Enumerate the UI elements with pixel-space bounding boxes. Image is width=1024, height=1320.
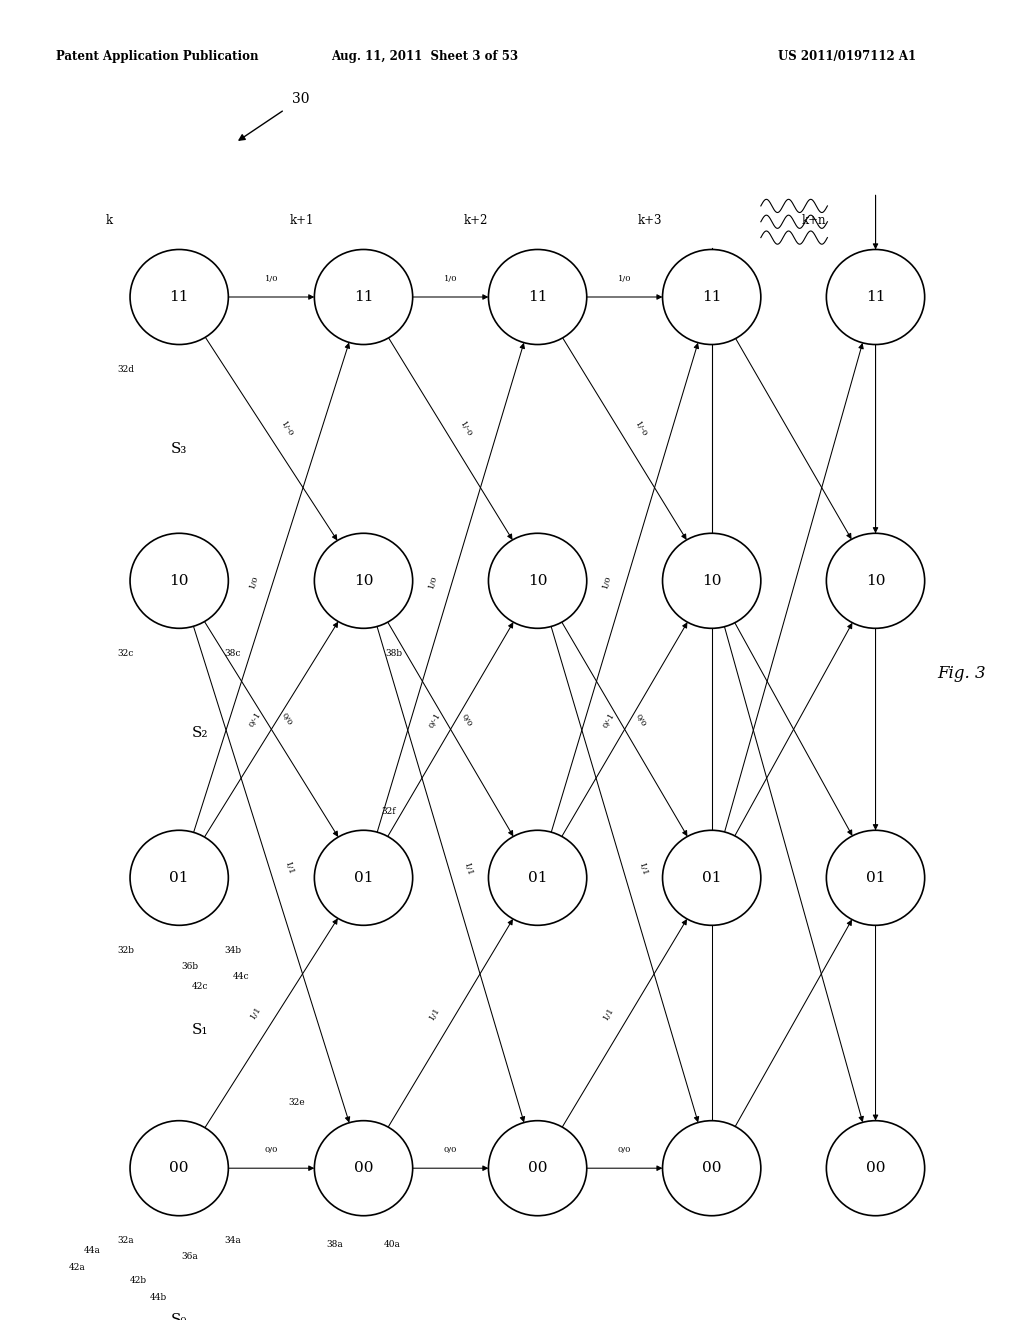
Text: 01: 01: [701, 871, 722, 884]
Text: k: k: [105, 214, 113, 227]
Text: 10: 10: [865, 574, 886, 587]
Text: 00: 00: [865, 1162, 886, 1175]
Text: S₂: S₂: [191, 726, 208, 739]
Text: 00: 00: [701, 1162, 722, 1175]
Text: 1/-0: 1/-0: [633, 420, 648, 438]
Text: 38a: 38a: [327, 1241, 343, 1249]
Text: 32a: 32a: [118, 1237, 134, 1245]
Ellipse shape: [314, 1121, 413, 1216]
Ellipse shape: [663, 249, 761, 345]
Text: 1/1: 1/1: [637, 862, 648, 876]
Text: 32d: 32d: [118, 366, 134, 374]
Text: 0/0: 0/0: [443, 1146, 458, 1154]
Text: Fig. 3: Fig. 3: [937, 665, 985, 681]
Text: 1/0: 1/0: [264, 275, 279, 282]
Text: 0/0: 0/0: [634, 713, 647, 727]
Text: 11: 11: [169, 290, 189, 304]
Text: S₁: S₁: [191, 1023, 208, 1036]
Text: 42c: 42c: [191, 982, 208, 990]
Text: k+n: k+n: [802, 214, 826, 227]
Ellipse shape: [488, 1121, 587, 1216]
Text: 11: 11: [353, 290, 374, 304]
Ellipse shape: [488, 249, 587, 345]
Ellipse shape: [663, 533, 761, 628]
Text: 1/0: 1/0: [617, 275, 632, 282]
Text: 1/0: 1/0: [248, 574, 260, 590]
Text: 0/0: 0/0: [264, 1146, 279, 1154]
Ellipse shape: [314, 533, 413, 628]
Text: 1/1: 1/1: [283, 861, 295, 876]
Text: 00: 00: [169, 1162, 189, 1175]
Text: k+1: k+1: [290, 214, 314, 227]
Ellipse shape: [488, 533, 587, 628]
Text: 0/-1: 0/-1: [601, 711, 616, 729]
Ellipse shape: [314, 830, 413, 925]
Ellipse shape: [663, 1121, 761, 1216]
Text: 38b: 38b: [386, 649, 402, 657]
Text: 32e: 32e: [289, 1098, 305, 1106]
Text: 01: 01: [169, 871, 189, 884]
Ellipse shape: [826, 249, 925, 345]
Ellipse shape: [826, 533, 925, 628]
Text: 36a: 36a: [181, 1253, 198, 1261]
Text: 32f: 32f: [382, 808, 396, 816]
Text: 01: 01: [353, 871, 374, 884]
Text: 0/0: 0/0: [281, 711, 294, 727]
Text: 00: 00: [353, 1162, 374, 1175]
Ellipse shape: [826, 1121, 925, 1216]
Ellipse shape: [488, 830, 587, 925]
Text: 10: 10: [353, 574, 374, 587]
Text: 0/0: 0/0: [617, 1146, 632, 1154]
Text: 0/0: 0/0: [460, 713, 473, 727]
Text: S₀: S₀: [171, 1313, 187, 1320]
Text: 44c: 44c: [232, 973, 249, 981]
Text: 44b: 44b: [151, 1294, 167, 1302]
Text: 10: 10: [701, 574, 722, 587]
Text: 40a: 40a: [384, 1241, 400, 1249]
Ellipse shape: [314, 249, 413, 345]
Ellipse shape: [826, 830, 925, 925]
Text: 01: 01: [865, 871, 886, 884]
Text: 11: 11: [865, 290, 886, 304]
Text: 01: 01: [527, 871, 548, 884]
Text: US 2011/0197112 A1: US 2011/0197112 A1: [778, 50, 916, 63]
Text: 11: 11: [701, 290, 722, 304]
Text: 1/-0: 1/-0: [279, 420, 295, 438]
Text: 42a: 42a: [69, 1263, 85, 1271]
Text: 1/0: 1/0: [427, 574, 438, 590]
Ellipse shape: [130, 533, 228, 628]
Ellipse shape: [130, 830, 228, 925]
Text: 0/-1: 0/-1: [427, 711, 442, 729]
Text: Aug. 11, 2011  Sheet 3 of 53: Aug. 11, 2011 Sheet 3 of 53: [332, 50, 518, 63]
Text: 1/1: 1/1: [463, 862, 474, 876]
Text: 1/-0: 1/-0: [459, 420, 474, 438]
Text: 44a: 44a: [84, 1246, 100, 1254]
Text: 1/0: 1/0: [601, 574, 612, 590]
Text: 1/1: 1/1: [428, 1006, 441, 1022]
Text: 34b: 34b: [224, 946, 241, 954]
Text: 34a: 34a: [224, 1237, 241, 1245]
Text: 36b: 36b: [181, 962, 198, 970]
Text: 10: 10: [527, 574, 548, 587]
Text: 10: 10: [169, 574, 189, 587]
Text: 1/1: 1/1: [249, 1006, 263, 1020]
Ellipse shape: [663, 830, 761, 925]
Text: 30: 30: [292, 91, 309, 106]
Text: 38c: 38c: [224, 649, 241, 657]
Text: 1/1: 1/1: [602, 1006, 615, 1022]
Text: k+3: k+3: [638, 214, 663, 227]
Text: 42b: 42b: [130, 1276, 146, 1284]
Text: 1/0: 1/0: [443, 275, 458, 282]
Ellipse shape: [130, 1121, 228, 1216]
Text: k+2: k+2: [464, 214, 488, 227]
Text: S₃: S₃: [171, 442, 187, 455]
Text: 32c: 32c: [118, 649, 134, 657]
Text: 32b: 32b: [118, 946, 134, 954]
Text: 00: 00: [527, 1162, 548, 1175]
Ellipse shape: [130, 249, 228, 345]
Text: Patent Application Publication: Patent Application Publication: [56, 50, 259, 63]
Text: 0/-1: 0/-1: [248, 710, 263, 729]
Text: 11: 11: [527, 290, 548, 304]
